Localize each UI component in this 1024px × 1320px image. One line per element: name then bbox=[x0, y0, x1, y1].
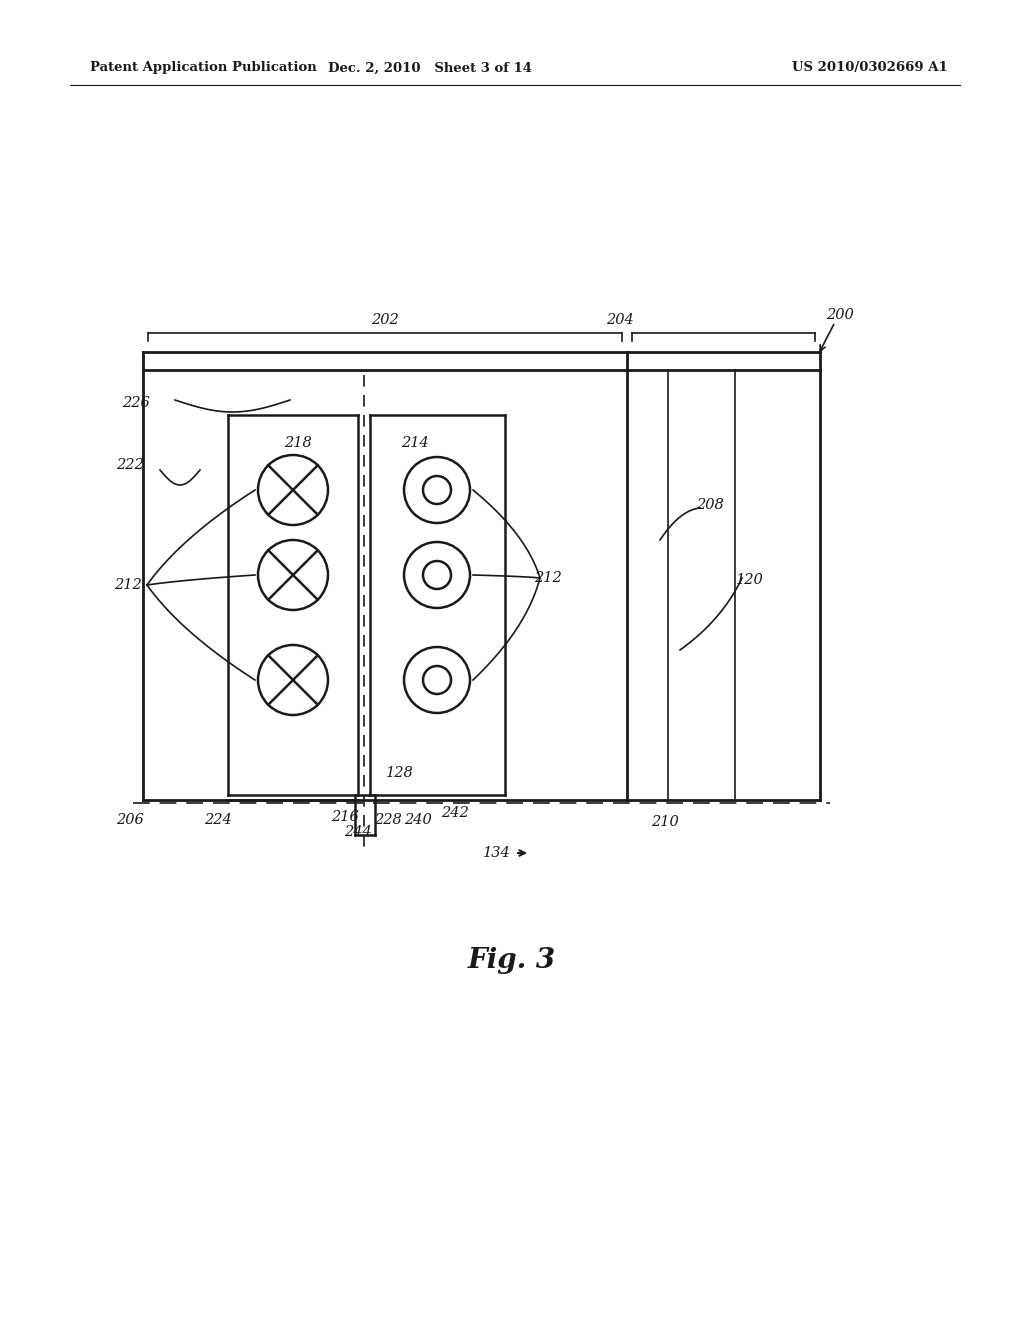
Text: 208: 208 bbox=[696, 498, 724, 512]
Text: 128: 128 bbox=[386, 766, 414, 780]
Text: 206: 206 bbox=[116, 813, 144, 828]
Text: 228: 228 bbox=[374, 813, 401, 828]
Text: 240: 240 bbox=[404, 813, 432, 828]
Text: 200: 200 bbox=[826, 308, 854, 322]
Text: 212: 212 bbox=[535, 572, 562, 585]
Text: 224: 224 bbox=[204, 813, 231, 828]
Text: 214: 214 bbox=[401, 436, 429, 450]
Text: 226: 226 bbox=[122, 396, 150, 411]
Text: 204: 204 bbox=[606, 313, 634, 327]
Text: US 2010/0302669 A1: US 2010/0302669 A1 bbox=[793, 62, 948, 74]
Text: 120: 120 bbox=[736, 573, 764, 587]
Text: Patent Application Publication: Patent Application Publication bbox=[90, 62, 316, 74]
Text: 222: 222 bbox=[116, 458, 144, 473]
Text: 202: 202 bbox=[371, 313, 399, 327]
Text: Dec. 2, 2010   Sheet 3 of 14: Dec. 2, 2010 Sheet 3 of 14 bbox=[328, 62, 532, 74]
Text: 134: 134 bbox=[483, 846, 511, 861]
Text: 216: 216 bbox=[331, 810, 358, 824]
Text: Fig. 3: Fig. 3 bbox=[468, 946, 556, 974]
Text: 218: 218 bbox=[284, 436, 312, 450]
Text: 242: 242 bbox=[441, 807, 469, 820]
Text: 210: 210 bbox=[651, 814, 679, 829]
Text: 212: 212 bbox=[114, 578, 142, 591]
Text: 244: 244 bbox=[344, 825, 372, 840]
